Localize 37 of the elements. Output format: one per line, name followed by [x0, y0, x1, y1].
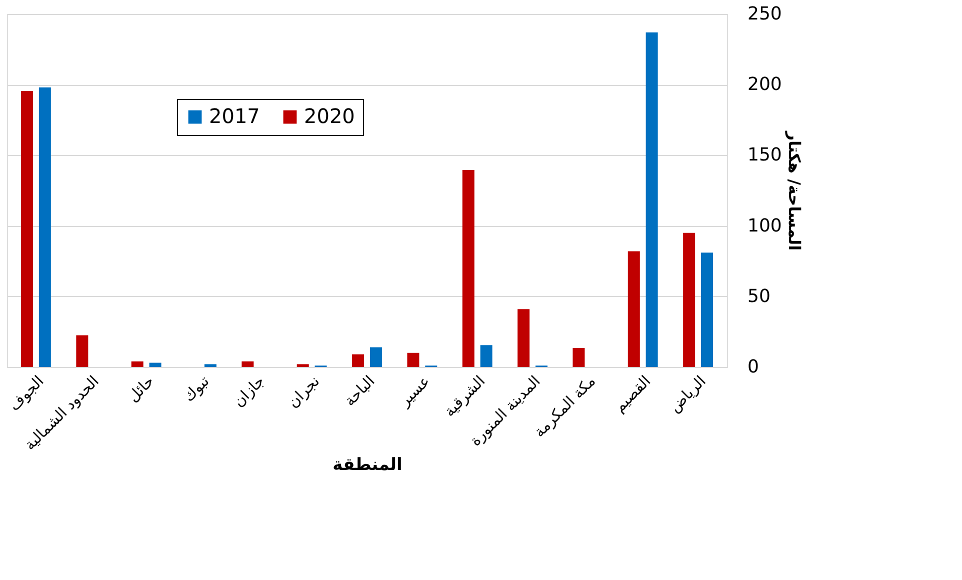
bar	[204, 364, 216, 367]
legend-label: 2020	[304, 104, 355, 128]
bar	[628, 251, 640, 367]
bar	[370, 347, 382, 367]
bar	[518, 309, 530, 367]
x-tick-label: عسير	[395, 372, 434, 410]
y-tick-label: 100	[748, 215, 782, 236]
y-axis-title: المساحة/ هكتار	[784, 130, 804, 251]
bar	[572, 348, 585, 367]
bar	[76, 335, 88, 367]
bar	[296, 364, 309, 367]
x-tick-label: نجران	[284, 372, 324, 412]
bar	[21, 90, 33, 367]
x-tick-label: القصيم	[610, 372, 654, 416]
x-tick-label: جازان	[230, 372, 268, 410]
x-tick-label: تبوك	[180, 372, 213, 406]
bar	[149, 362, 162, 367]
legend-label: 2017	[209, 104, 260, 128]
bar	[462, 170, 474, 367]
y-tick-label: 50	[748, 286, 770, 307]
x-tick-label: الباحة	[340, 372, 378, 410]
y-tick-label: 150	[748, 144, 782, 166]
bar	[683, 232, 696, 367]
bar	[38, 87, 51, 367]
bar	[131, 361, 144, 367]
y-tick-label: 0	[748, 356, 759, 378]
bar	[646, 32, 658, 367]
y-tick-label: 250	[748, 4, 782, 24]
bar	[407, 352, 420, 367]
x-tick-label: حائل	[124, 372, 158, 406]
bar	[352, 354, 364, 367]
x-tick-label: الرياض	[666, 372, 710, 416]
bar	[701, 252, 713, 367]
y-tick-label: 200	[748, 74, 782, 96]
x-axis-title: المنطقة	[332, 455, 402, 476]
bar	[480, 345, 492, 367]
bar	[242, 361, 254, 367]
